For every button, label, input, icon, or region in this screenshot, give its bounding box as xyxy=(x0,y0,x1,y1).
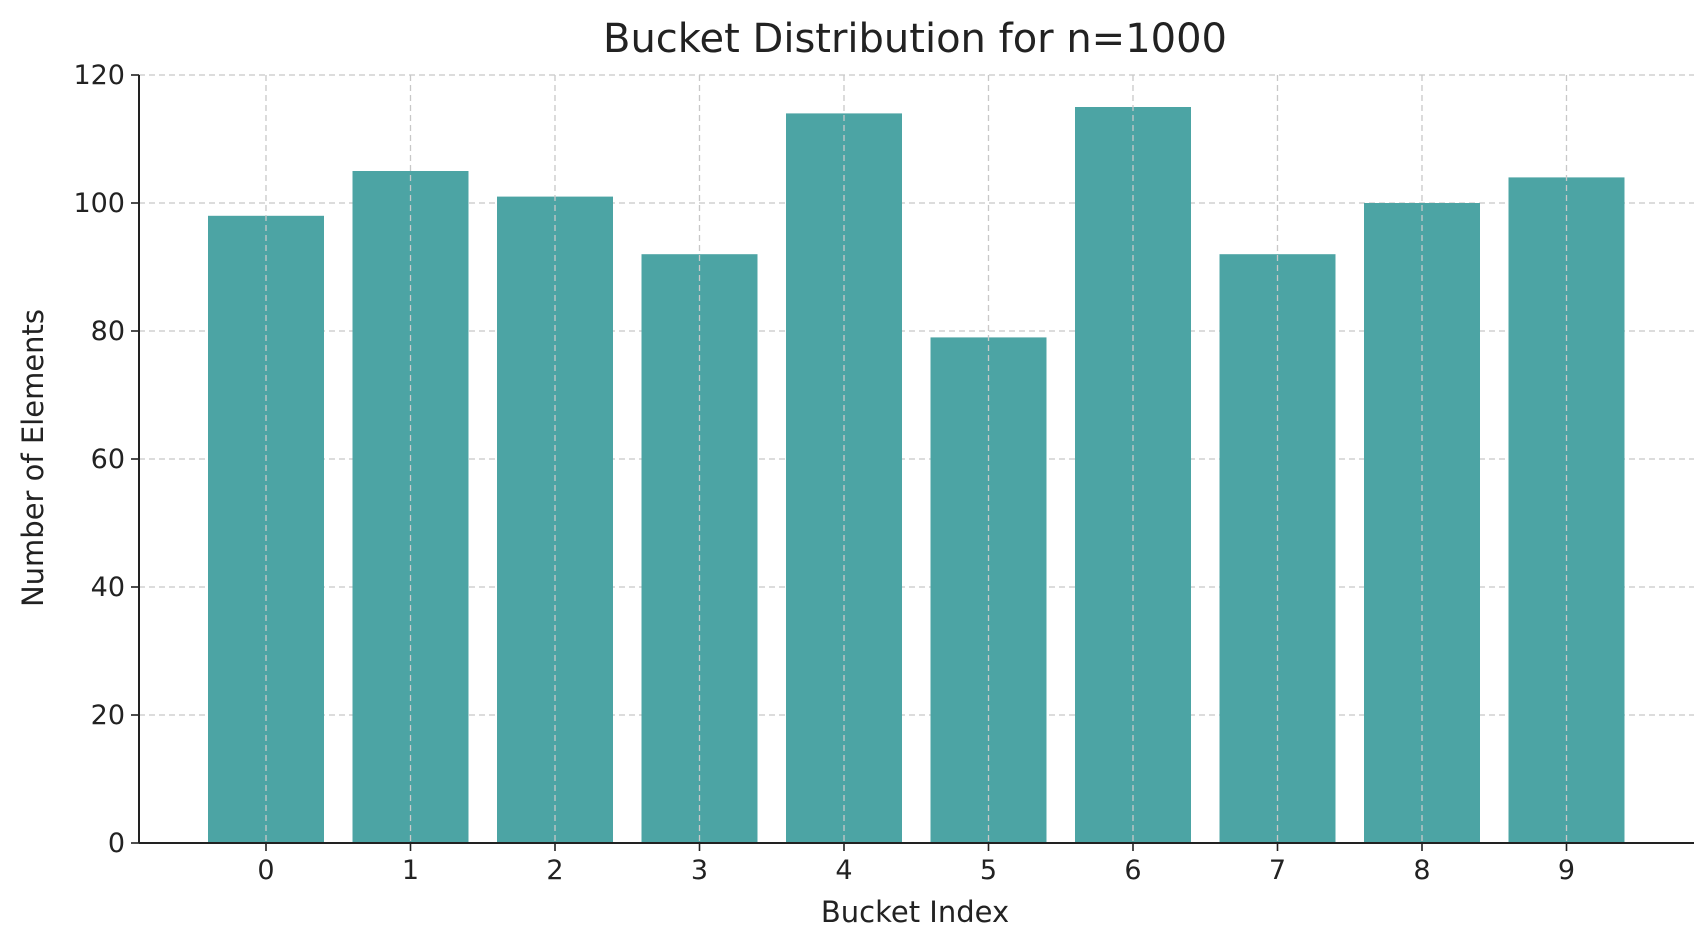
x-tick-label: 0 xyxy=(257,855,274,886)
ticks-layer: 0 20 40 60 80 100 120 0 1 2 3 4 5 6 7 8 9 xyxy=(73,60,1575,886)
x-tick-label: 1 xyxy=(402,855,419,886)
y-tick-label: 40 xyxy=(91,572,125,603)
y-tick-label: 120 xyxy=(73,60,125,91)
y-tick-label: 60 xyxy=(91,444,125,475)
bars-layer xyxy=(208,107,1625,844)
x-tick-label: 5 xyxy=(980,855,997,886)
x-tick-label: 2 xyxy=(546,855,563,886)
y-tick-label: 100 xyxy=(73,188,125,219)
x-tick-label: 4 xyxy=(835,855,852,886)
y-tick-label: 20 xyxy=(91,700,125,731)
x-tick-label: 7 xyxy=(1269,855,1286,886)
x-tick-label: 3 xyxy=(691,855,708,886)
overlay-grid-layer xyxy=(265,75,1568,843)
x-axis-label: Bucket Index xyxy=(821,895,1009,929)
x-tick-label: 6 xyxy=(1124,855,1141,886)
y-tick-label: 0 xyxy=(108,828,125,859)
x-tick-label: 8 xyxy=(1413,855,1430,886)
y-tick-label: 80 xyxy=(91,316,125,347)
x-tick-label: 9 xyxy=(1558,855,1575,886)
chart-title: Bucket Distribution for n=1000 xyxy=(603,16,1227,62)
y-axis-label: Number of Elements xyxy=(16,309,50,607)
